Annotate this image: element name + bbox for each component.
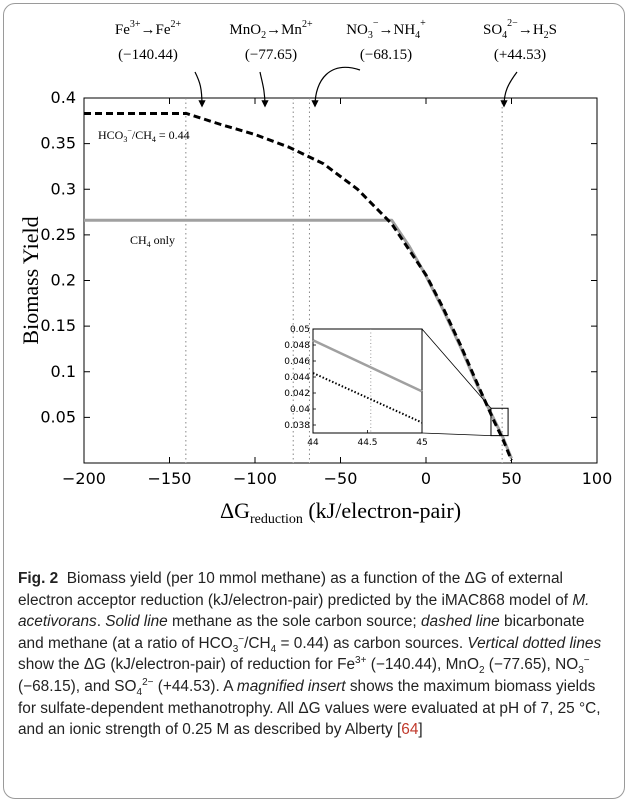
caption-text: bicarbonate and methane (at a ratio of H… — [18, 613, 585, 652]
caption-subscript: 3 — [578, 665, 584, 677]
inset-y-tick-label: 0.038 — [284, 421, 310, 431]
y-tick-label: 0.3 — [51, 179, 76, 198]
y-tick-label: 0.05 — [40, 407, 76, 426]
reaction-label: NO3−→NH4+ — [346, 18, 426, 41]
caption-fig-label: Fig. 2 — [18, 570, 59, 587]
caption-subscript: 3 — [232, 643, 239, 655]
caption-superscript: 2− — [142, 676, 154, 688]
caption-text: (−68.15), and SO — [18, 677, 137, 695]
caption-text: (−77.65), NO — [484, 656, 579, 674]
y-axis-label: Biomass Yield — [18, 216, 43, 344]
caption-text: Biomass yield (per 10 mmol methane) as a… — [18, 570, 573, 609]
reaction-value: (+44.53) — [494, 47, 546, 63]
inset-y-tick-label: 0.044 — [284, 373, 310, 383]
caption-text: methane as the sole carbon source; — [167, 613, 421, 631]
caption-superscript: 3+ — [355, 655, 367, 667]
caption-solid-line: Solid line — [105, 613, 168, 631]
inset-x-tick-label: 45 — [416, 438, 427, 448]
caption-vertical-dotted: Vertical dotted lines — [467, 634, 602, 652]
x-tick-label: −100 — [233, 469, 277, 488]
y-tick-label: 0.2 — [51, 271, 76, 290]
magnify-box — [490, 407, 509, 437]
annotation-arrow — [500, 71, 518, 108]
caption-text: /CH — [244, 634, 271, 652]
caption-text: ] — [418, 721, 423, 739]
inset-plot-area — [312, 328, 423, 434]
inset-series-methane-only — [312, 339, 423, 393]
caption-dashed-line: dashed line — [421, 613, 500, 631]
y-tick-label: 0.15 — [40, 316, 76, 335]
reaction-value: (−77.65) — [245, 47, 297, 63]
annotation-arrow — [259, 71, 269, 108]
inset-y-tick-label: 0.048 — [284, 341, 310, 351]
series-label-bicarbonate: HCO3−/CH4 = 0.44 — [98, 126, 190, 144]
reaction-label: MnO2→Mn2+ — [229, 19, 313, 41]
x-tick-label: −50 — [324, 469, 358, 488]
x-tick-label: −150 — [148, 469, 192, 488]
magnify-connector — [421, 432, 491, 437]
x-tick-label: 100 — [582, 469, 613, 488]
biomass-yield-chart: −200 −150 −100 −50 0 50 100 0.05 0.1 0.15 0.2 0.25 0… — [18, 18, 613, 527]
inset-y-tick-label: 0.05 — [290, 325, 310, 335]
caption-subscript: 2 — [478, 665, 485, 677]
y-tick-label: 0.4 — [51, 88, 76, 107]
series-label-ch4-only: CH4 only — [130, 233, 175, 249]
caption-subscript: 4 — [136, 687, 143, 699]
y-tick-label: 0.35 — [40, 134, 76, 153]
caption-text: . — [96, 613, 106, 631]
caption-subscript: 4 — [270, 643, 277, 655]
caption-text: shows the maximum biomass yields for sul… — [18, 677, 601, 739]
caption-reference-link[interactable]: 64 — [401, 721, 419, 739]
caption-text: = 0.44) as carbon sources. — [276, 634, 468, 652]
caption-superscript: − — [583, 655, 590, 667]
x-axis-label: ΔGreduction (kJ/electron-pair) — [220, 498, 461, 527]
caption-superscript: − — [238, 633, 245, 645]
x-tick-label: −200 — [62, 469, 106, 488]
annotation-arrow — [194, 71, 206, 108]
figure-caption: Fig. 2 Biomass yield (per 10 mmol methan… — [18, 568, 614, 741]
inset-y-tick-label: 0.04 — [290, 405, 310, 415]
y-tick-label: 0.1 — [51, 362, 76, 381]
series-line-methane-only — [84, 218, 513, 459]
annotation-arrow — [311, 66, 361, 108]
reaction-value: (−140.44) — [118, 47, 178, 63]
caption-magnified-insert: magnified insert — [236, 677, 346, 695]
x-tick-label: 0 — [421, 469, 431, 488]
caption-text: (−140.44), MnO — [366, 656, 479, 674]
inset-y-tick-label: 0.042 — [284, 389, 310, 399]
y-tick-label: 0.25 — [40, 225, 76, 244]
caption-organism: M. acetivorans — [18, 591, 590, 631]
inset-series-bicarbonate-methane — [312, 372, 423, 424]
x-tick-label: 50 — [501, 469, 521, 488]
inset-x-tick-label: 44.5 — [357, 438, 377, 448]
inset-x-tick-label: 44 — [307, 438, 319, 448]
reaction-value: (−68.15) — [360, 47, 412, 63]
caption-text: (+44.53). A — [153, 677, 237, 695]
reaction-label: Fe3+→Fe2+ — [115, 19, 182, 38]
caption-text: show the ΔG (kJ/electron-pair) of reduct… — [18, 656, 356, 674]
inset-y-tick-label: 0.046 — [284, 357, 310, 367]
magnify-connector — [421, 328, 492, 409]
reaction-label: SO42−→H2S — [483, 18, 557, 41]
